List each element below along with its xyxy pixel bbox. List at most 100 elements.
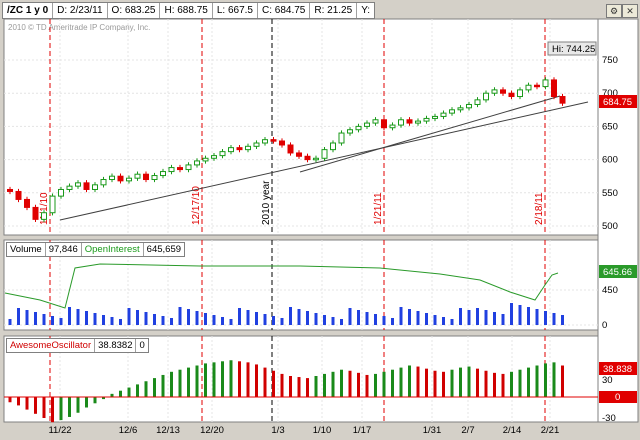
- candle-body[interactable]: [109, 175, 115, 181]
- candle-body[interactable]: [143, 173, 149, 181]
- candle-body[interactable]: [483, 92, 489, 101]
- candle-body[interactable]: [194, 160, 200, 166]
- candle-body[interactable]: [551, 79, 557, 98]
- trendline-upper[interactable]: [299, 95, 561, 173]
- volume-value: 97,846: [46, 243, 82, 256]
- candle-body[interactable]: [66, 185, 73, 190]
- candle-body[interactable]: [236, 147, 243, 151]
- ao-bar: [221, 361, 224, 397]
- candle-body[interactable]: [457, 107, 464, 111]
- candle-body[interactable]: [500, 89, 506, 94]
- candle-body[interactable]: [134, 173, 141, 179]
- candle-body[interactable]: [160, 171, 166, 177]
- candle-body[interactable]: [347, 129, 353, 134]
- ao-bar: [484, 370, 488, 397]
- candle-body[interactable]: [517, 89, 523, 98]
- volume-bar: [161, 316, 165, 325]
- candle-body[interactable]: [525, 84, 532, 91]
- ao-bar: [561, 365, 564, 397]
- candle-body[interactable]: [262, 139, 268, 144]
- candle-body[interactable]: [466, 103, 472, 109]
- candle-body[interactable]: [211, 155, 217, 159]
- symbol-label[interactable]: /ZC 1 y 0: [3, 3, 54, 18]
- high-readout: H: 688.75: [160, 3, 213, 18]
- candle-body[interactable]: [406, 119, 413, 124]
- candle-body[interactable]: [279, 140, 285, 146]
- volume-bar: [518, 305, 522, 325]
- candle-body[interactable]: [41, 212, 47, 220]
- close-icon[interactable]: ✕: [622, 4, 638, 18]
- ao-bar: [280, 373, 284, 397]
- candle-body[interactable]: [372, 119, 379, 124]
- candle-body[interactable]: [415, 120, 421, 124]
- ao-plot-area[interactable]: [3, 335, 599, 423]
- candle-body[interactable]: [432, 115, 438, 119]
- price-tick-label: 600: [602, 155, 618, 166]
- candle-body[interactable]: [474, 99, 481, 105]
- candle-body[interactable]: [219, 151, 226, 157]
- candle-body[interactable]: [15, 190, 22, 200]
- candle-body[interactable]: [151, 175, 158, 181]
- candle-body[interactable]: [75, 182, 81, 187]
- candle-body[interactable]: [364, 122, 370, 127]
- volume-bar: [467, 310, 471, 325]
- candle-body[interactable]: [253, 142, 260, 147]
- candle-body[interactable]: [296, 152, 302, 157]
- open-interest-label[interactable]: OpenInterest: [82, 243, 144, 256]
- candle-body[interactable]: [381, 119, 387, 129]
- candle-body[interactable]: [449, 109, 455, 114]
- candle-body[interactable]: [534, 84, 540, 88]
- ao-bar: [450, 369, 454, 397]
- candle-body[interactable]: [126, 177, 132, 182]
- candle-body[interactable]: [7, 188, 13, 192]
- candle-body[interactable]: [313, 157, 319, 161]
- settings-icon[interactable]: ⚙: [606, 4, 622, 18]
- volume-label[interactable]: Volume: [7, 243, 46, 256]
- ao-bar: [246, 362, 250, 397]
- ao-bar: [416, 366, 420, 397]
- volume-bar: [425, 313, 428, 325]
- price-plot-area[interactable]: [3, 18, 599, 236]
- candle-body[interactable]: [24, 198, 30, 208]
- close-readout: C: 684.75: [258, 3, 311, 18]
- ao-label[interactable]: AwesomeOscillator: [7, 339, 96, 352]
- candle-body[interactable]: [338, 132, 345, 144]
- volume-bar: [476, 308, 479, 325]
- candle-body[interactable]: [440, 112, 447, 117]
- candle-body[interactable]: [168, 167, 175, 173]
- candle-body[interactable]: [92, 184, 98, 190]
- candle-body[interactable]: [321, 149, 328, 159]
- candle-body[interactable]: [228, 147, 234, 153]
- candle-body[interactable]: [117, 175, 124, 182]
- volume-bar: [178, 307, 182, 325]
- candle-body[interactable]: [287, 144, 294, 154]
- volume-bar: [195, 311, 199, 325]
- candle-body[interactable]: [177, 167, 183, 171]
- candle-body[interactable]: [270, 139, 277, 142]
- volume-bar: [144, 312, 148, 325]
- candle-body[interactable]: [355, 125, 362, 131]
- candle-body[interactable]: [49, 195, 56, 214]
- candle-body[interactable]: [559, 96, 566, 104]
- ao-bar: [374, 373, 377, 397]
- candle-body[interactable]: [491, 89, 498, 94]
- ao-bar: [272, 370, 275, 397]
- candle-body[interactable]: [542, 79, 549, 88]
- candle-body[interactable]: [202, 157, 209, 162]
- volume-bar: [17, 308, 20, 325]
- ao-bar: [340, 369, 343, 397]
- volume-bar: [51, 316, 54, 325]
- candle-body[interactable]: [32, 206, 39, 220]
- candle-body[interactable]: [100, 179, 107, 186]
- candle-body[interactable]: [304, 155, 311, 161]
- trendline-lower[interactable]: [59, 101, 589, 221]
- candle-body[interactable]: [423, 117, 430, 122]
- candle-body[interactable]: [330, 142, 336, 151]
- candle-body[interactable]: [58, 188, 64, 197]
- candle-body[interactable]: [508, 92, 515, 98]
- candle-body[interactable]: [185, 164, 192, 171]
- candle-body[interactable]: [245, 145, 251, 151]
- candle-body[interactable]: [83, 182, 90, 190]
- candle-body[interactable]: [398, 119, 404, 126]
- candle-body[interactable]: [389, 124, 396, 129]
